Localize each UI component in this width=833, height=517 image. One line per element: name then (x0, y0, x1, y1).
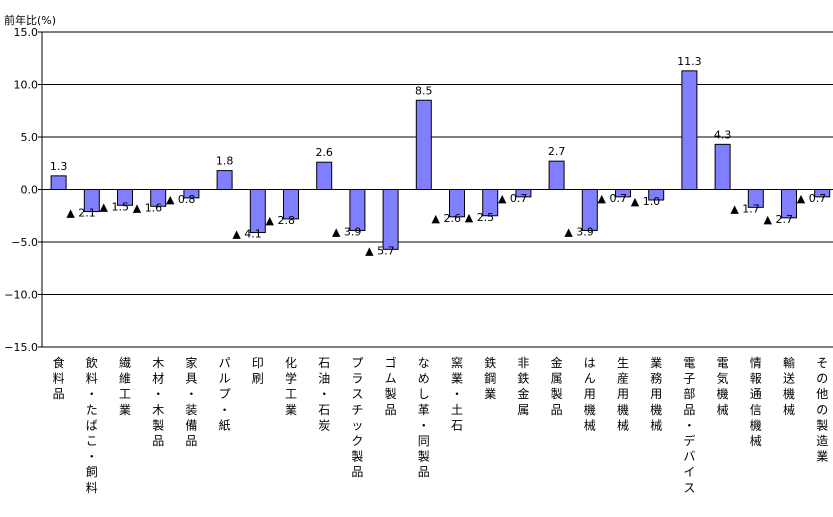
data-label: ▲ 0.7 (797, 192, 826, 205)
bar (548, 160, 565, 190)
bar (349, 189, 366, 231)
y-tick-label: 10.0 (14, 79, 39, 92)
category-label: はん用機械 (584, 356, 596, 432)
category-label: 化学工業 (285, 356, 297, 417)
category-label: 木材・木製品 (152, 356, 164, 448)
bar (150, 189, 167, 207)
category-label: なめし革・同製品 (418, 356, 430, 479)
y-axis-unit-label: 前年比(%) (4, 14, 57, 27)
data-label: ▲ 4.1 (232, 228, 261, 241)
category-label: 石油・石炭 (318, 356, 330, 432)
data-label: ▲ 5.7 (365, 244, 394, 257)
bar (681, 70, 698, 190)
category-label: 金属製品 (551, 355, 563, 417)
category-label: 印刷 (252, 356, 264, 386)
bar (581, 189, 598, 231)
y-tick-label: −15.0 (4, 341, 38, 354)
bar (814, 189, 831, 198)
bar (747, 189, 764, 208)
category-label: 食料品 (53, 355, 65, 401)
data-label: ▲ 2.7 (764, 213, 793, 226)
data-label: ▲ 3.9 (564, 225, 593, 238)
category-label: 窯業・土石 (451, 355, 463, 432)
category-label: 家具・装備品 (185, 355, 197, 448)
data-label: 1.3 (50, 160, 68, 173)
data-label: ▲ 2.1 (66, 207, 95, 220)
bar (83, 189, 100, 213)
data-label: ▲ 0.7 (598, 192, 627, 205)
data-label: 4.3 (714, 128, 732, 141)
y-tick-label: 5.0 (21, 131, 39, 144)
data-label: ▲ 3.9 (332, 225, 361, 238)
data-label: 11.3 (677, 55, 702, 68)
bar (648, 189, 665, 201)
category-label: 業務用機械 (650, 356, 662, 432)
bar (714, 143, 731, 191)
data-label: 8.5 (415, 84, 433, 97)
data-label: ▲ 0.8 (166, 193, 195, 206)
data-label: ▲ 2.5 (465, 211, 494, 224)
data-label: ▲ 1.5 (100, 200, 129, 213)
bar (482, 189, 499, 217)
bar (216, 170, 233, 191)
bar (515, 189, 532, 198)
category-label: 繊維工業 (119, 356, 131, 417)
y-tick-label: 15.0 (14, 26, 39, 39)
category-label: ゴム製品 (385, 355, 397, 417)
category-label: 情報通信機械 (750, 356, 762, 448)
y-tick-label: −5.0 (11, 236, 38, 249)
data-label: ▲ 2.6 (432, 212, 461, 225)
category-label: 飲料・たばこ・飼料 (86, 355, 98, 495)
bar (449, 189, 465, 218)
category-label: その他の製造業 (816, 356, 828, 464)
category-label: 非鉄金属 (517, 356, 529, 417)
y-tick-label: 0.0 (21, 184, 39, 197)
data-label: ▲ 2.8 (266, 214, 295, 227)
bar (283, 189, 299, 220)
category-label: パルプ・紙 (219, 356, 231, 432)
bar (117, 189, 133, 206)
data-label: ▲ 1.6 (133, 201, 162, 214)
bar (781, 189, 797, 219)
bar (50, 175, 67, 191)
category-label: 鉄鋼業 (484, 355, 496, 401)
bar (382, 189, 399, 250)
category-label: 生産用機械 (617, 356, 629, 432)
bar (415, 99, 432, 190)
bar (615, 189, 631, 198)
bar (316, 161, 333, 190)
category-label: 輸送機械 (783, 355, 795, 417)
data-label: ▲ 0.7 (498, 192, 527, 205)
data-label: 1.8 (216, 155, 234, 168)
bar (249, 189, 266, 234)
data-label: ▲ 1.7 (730, 202, 759, 215)
data-label: ▲ 1.0 (631, 195, 660, 208)
data-label: 2.6 (315, 146, 333, 159)
category-label: 電気機械 (717, 356, 729, 417)
bar (183, 189, 200, 199)
category-label: 電子部品・デバイス (683, 356, 695, 495)
data-label: 2.7 (548, 145, 566, 158)
y-tick-label: −10.0 (4, 289, 38, 302)
category-label: プラスチック製品 (351, 356, 363, 479)
